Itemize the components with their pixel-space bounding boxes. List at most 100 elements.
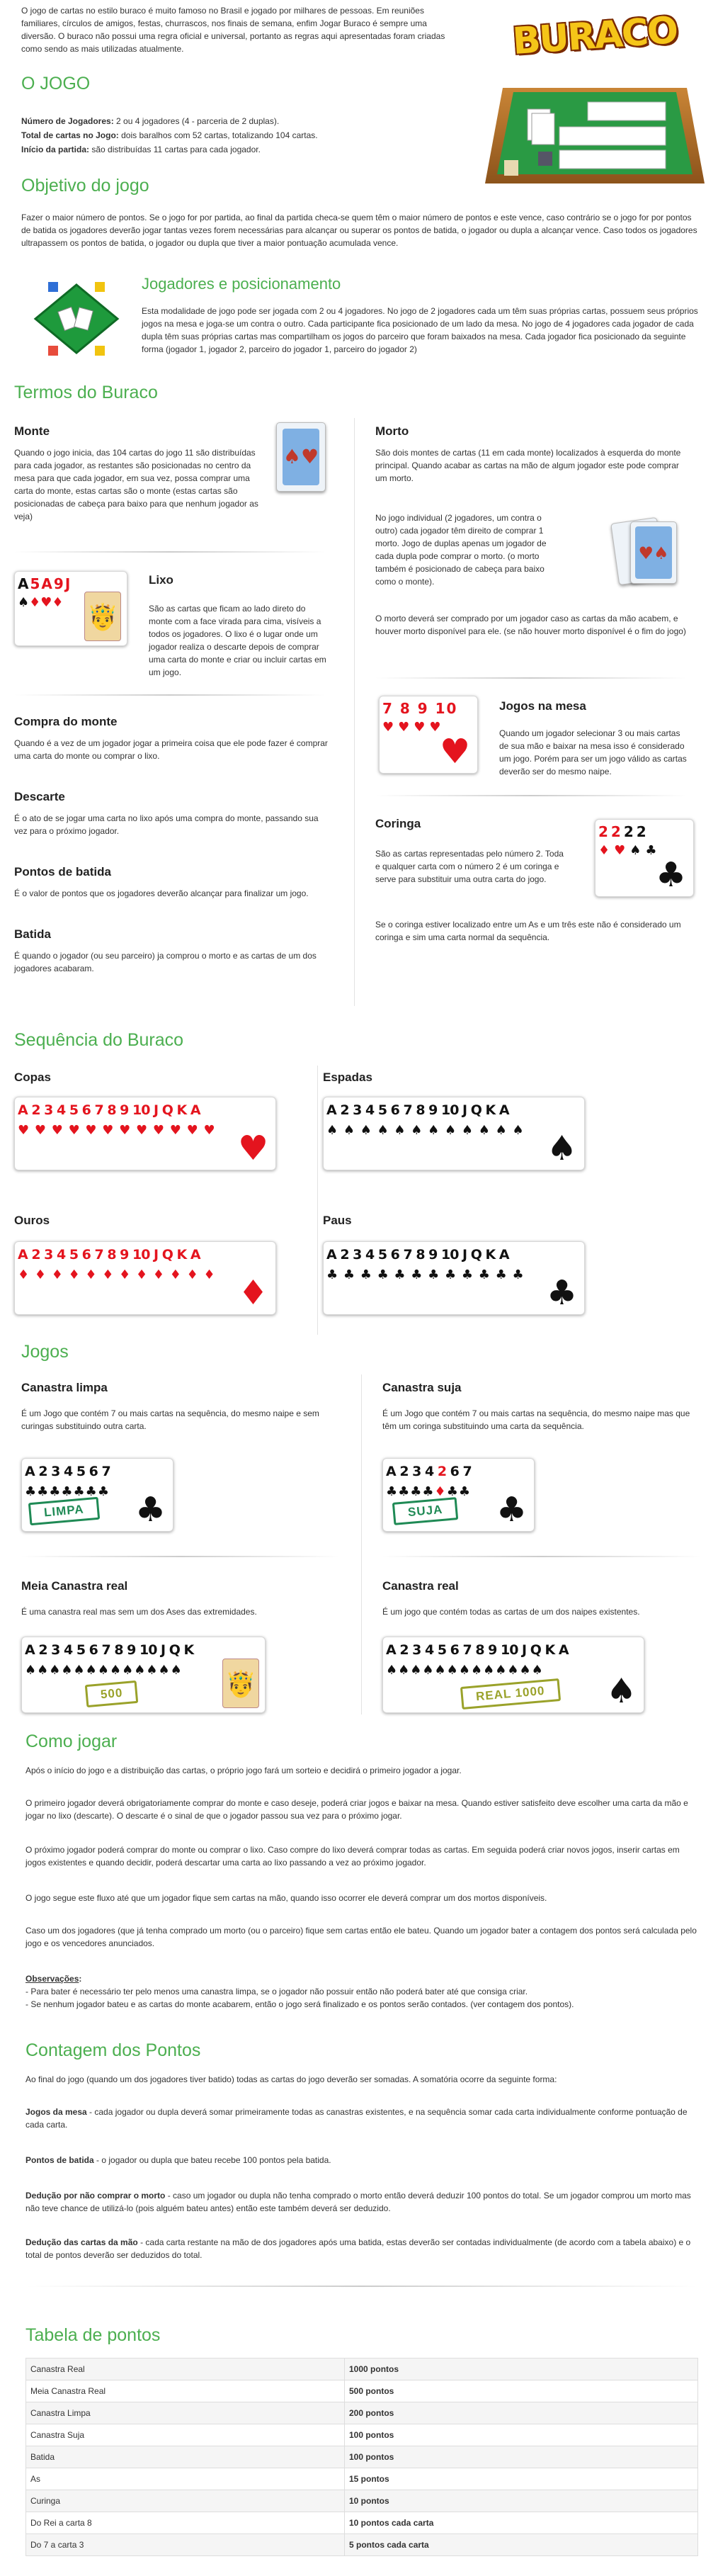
morto-card-image: ♥♠ [610,516,683,586]
como-obs-label: Observações: [25,1974,82,1984]
row-label: Do Rei a carta 8 [25,2512,345,2534]
como-p3: O próximo jogador poderá comprar do mont… [25,1845,680,1868]
o-jogo-players: Número de Jogadores: 2 ou 4 jogadores (4… [21,116,280,126]
canastra-limpa-title: Canastra limpa [21,1381,108,1394]
jogadores-title: Jogadores e posicionamento [142,275,341,293]
copas-hand: A 2 3 4 5 6 7 8 9 10 J Q K A ♥ ♥ ♥ ♥ ♥ ♥ … [14,1097,276,1170]
jogadores-text: Esta modalidade de jogo pode ser jogada … [142,306,698,354]
table-row: Canastra Suja 100 pontos [25,2424,698,2446]
paus-title: Paus [323,1214,352,1227]
espadas-hand: A 2 3 4 5 6 7 8 9 10 J Q K A ♠ ♠ ♠ ♠ ♠ ♠ … [323,1097,585,1170]
meia-canastra-title: Meia Canastra real [21,1579,128,1593]
descarte-text: É o ato de se jogar uma carta no lixo ap… [14,813,319,836]
contagem-batida: Pontos de batida - o jogador ou dupla qu… [25,2155,331,2165]
suja-stamp: SUJA [392,1497,459,1525]
objetivo-title: Objetivo do jogo [21,176,149,196]
como-p5: Caso um dos jogadores (que já tenha comp… [25,1926,697,1948]
table-row: Curinga 10 pontos [25,2490,698,2512]
como-p1: Após o início do jogo e a distribuição d… [25,1766,462,1775]
row-value: 5 pontos cada carta [344,2533,698,2556]
tabela-title: Tabela de pontos [25,2325,161,2345]
o-jogo-title: O JOGO [21,74,91,94]
o-jogo-start: Início da partida: são distribuídas 11 c… [21,145,261,154]
table-row: Canastra Real 1000 pontos [25,2358,698,2380]
pontos-batida-text: É o valor de pontos que os jogadores dev… [14,888,309,898]
jogos-title: Jogos [21,1342,69,1362]
monte-title: Monte [14,424,50,438]
lixo-title: Lixo [149,573,173,587]
como-jogar-title: Como jogar [25,1732,118,1751]
lixo-hand: A5A9J ♠♦♥♦ 🤴 [14,571,127,646]
sequencia-title: Sequência do Buraco [14,1030,184,1050]
morto-title: Morto [375,424,409,438]
monte-card-image: ♠♥ [276,422,326,492]
row-label: Batida [25,2446,345,2468]
row-label: Canastra Limpa [25,2402,345,2424]
canastra-suja-title: Canastra suja [382,1381,462,1394]
canastra-real-text: É um jogo que contém todas as cartas de … [382,1607,640,1617]
descarte-title: Descarte [14,790,65,803]
canastra-suja-text: É um Jogo que contém 7 ou mais cartas na… [382,1408,690,1431]
pontos-batida-title: Pontos de batida [14,865,111,879]
meia-stamp: 500 [84,1680,139,1707]
coringa-text-2: Se o coringa estiver localizado entre um… [375,920,681,942]
canastra-suja-hand: A 2 3 4 2 6 7 ♣♣♣♣♦♣♣ ♣ SUJA [382,1458,535,1532]
contagem-morto: Dedução por não comprar o morto - caso u… [25,2191,691,2213]
row-value: 100 pontos [344,2424,698,2446]
row-value: 500 pontos [344,2380,698,2402]
morto-text-3: O morto deverá ser comprado por um jogad… [375,614,686,636]
batida-title: Batida [14,927,51,941]
row-label: Curinga [25,2490,345,2512]
row-label: Canastra Real [25,2358,345,2380]
como-p2: O primeiro jogador deverá obrigatoriamen… [25,1798,688,1821]
row-value: 10 pontos cada carta [344,2512,698,2534]
coringa-title: Coringa [375,817,421,830]
table-row: Batida 100 pontos [25,2446,698,2468]
contagem-mao: Dedução das cartas da mão - cada carta r… [25,2237,691,2260]
intro-text: O jogo de cartas no estilo buraco é muit… [21,6,445,54]
contagem-mesa: Jogos da mesa - cada jogador ou dupla de… [25,2107,688,2130]
contagem-intro: Ao final do jogo (quando um dos jogadore… [25,2074,557,2084]
real-stamp: REAL 1000 [460,1678,561,1710]
table-row: Do Rei a carta 8 10 pontos cada carta [25,2512,698,2534]
canastra-real-title: Canastra real [382,1579,459,1593]
meia-canastra-text: É uma canastra real mas sem um dos Ases … [21,1607,257,1617]
table-row: Canastra Limpa 200 pontos [25,2402,698,2424]
paus-hand: A 2 3 4 5 6 7 8 9 10 J Q K A ♣ ♣ ♣ ♣ ♣ ♣ … [323,1241,585,1315]
copas-title: Copas [14,1070,51,1084]
jogos-mesa-hand: 7 8 9 10 ♥♥♥♥ ♥ [379,696,478,774]
pontos-table: Canastra Real 1000 pontos Meia Canastra Re… [25,2358,698,2556]
jogos-mesa-title: Jogos na mesa [499,699,586,713]
como-obs-1: - Para bater é necessário ter pelo menos… [25,1987,528,1996]
coringa-text: São as cartas representadas pelo número … [375,849,564,884]
morto-text-2: No jogo individual (2 jogadores, um cont… [375,513,547,587]
column-divider [354,418,355,1006]
compra-text: Quando é a vez de um jogador jogar a pri… [14,738,328,761]
monte-text: Quando o jogo inicia, das 104 cartas do … [14,448,258,521]
morto-text-1: São dois montes de cartas (11 em cada mo… [375,448,681,483]
ouros-hand: A 2 3 4 5 6 7 8 9 10 J Q K A ♦ ♦ ♦ ♦ ♦ ♦ … [14,1241,276,1315]
row-label: Canastra Suja [25,2424,345,2446]
como-p4: O jogo segue este fluxo até que um jogad… [25,1893,547,1903]
buraco-logo-image: BURACO [481,3,705,187]
row-label: Meia Canastra Real [25,2380,345,2402]
table-row: As 15 pontos [25,2468,698,2490]
lixo-text: São as cartas que ficam ao lado direto d… [149,604,326,677]
limpa-stamp: LIMPA [28,1496,100,1525]
row-label: As [25,2468,345,2490]
compra-title: Compra do monte [14,715,118,728]
coringa-hand: 2222 ♦♥♠♣ ♣ [595,819,694,897]
row-value: 15 pontos [344,2468,698,2490]
canastra-limpa-hand: A 2 3 4 5 6 7 ♣♣♣♣♣♣♣ ♣ LIMPA [21,1458,173,1532]
como-obs-2: - Se nenhum jogador bateu e as cartas do… [25,1999,574,2009]
ouros-title: Ouros [14,1214,50,1227]
canastra-real-hand: A 2 3 4 5 6 7 8 9 10 J Q K A ♠♠♠♠♠♠♠♠♠♠♠♠… [382,1637,644,1713]
table-image [27,276,126,361]
meia-canastra-hand: A 2 3 4 5 6 7 8 9 10 J Q K ♠♠♠♠♠♠♠♠♠♠♠♠♠ … [21,1637,266,1713]
row-value: 100 pontos [344,2446,698,2468]
row-value: 1000 pontos [344,2358,698,2380]
jogos-mesa-text: Quando um jogador selecionar 3 ou mais c… [499,728,687,776]
contagem-title: Contagem dos Pontos [25,2040,201,2060]
logo-text: BURACO [511,9,679,64]
